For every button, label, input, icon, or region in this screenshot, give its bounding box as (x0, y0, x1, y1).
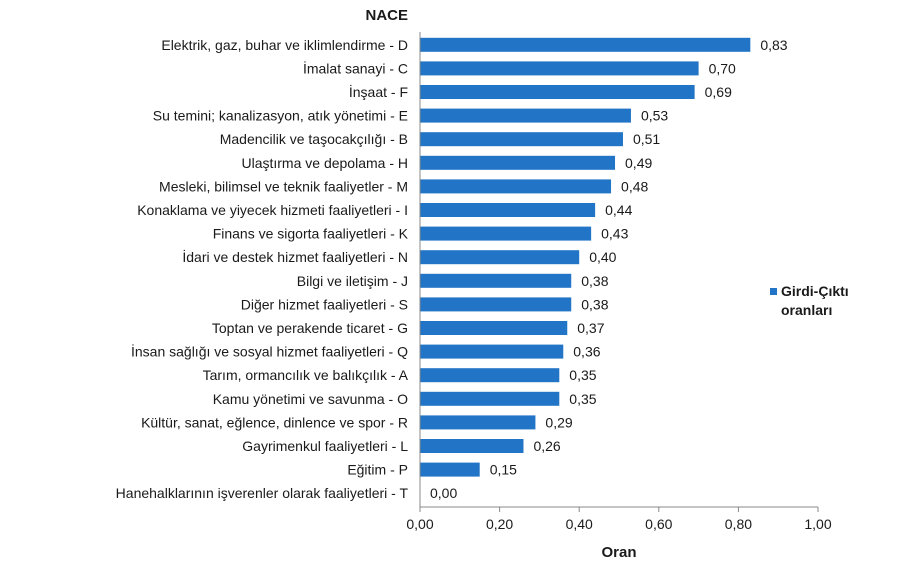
bar (420, 108, 631, 123)
data-label: 0,51 (633, 131, 660, 147)
legend-label-line1: Girdi-Çıktı (781, 283, 849, 299)
x-tick-label: 0,80 (725, 516, 752, 532)
data-label: 0,53 (641, 108, 668, 124)
category-label: Mesleki, bilimsel ve teknik faaliyetler … (159, 178, 408, 194)
legend-label-line2: oranları (781, 302, 832, 318)
bar (420, 203, 596, 217)
x-tick-label: 0,20 (486, 516, 513, 532)
data-label: 0,69 (705, 84, 732, 100)
bar (420, 391, 560, 406)
category-label: Eğitim - P (347, 462, 408, 478)
category-label: Elektrik, gaz, buhar ve iklimlendirme - … (161, 37, 408, 53)
bar (420, 37, 751, 52)
legend-swatch (770, 288, 777, 295)
x-tick-label: 0,60 (645, 516, 672, 532)
bar (420, 273, 572, 288)
data-label: 0,49 (625, 155, 652, 171)
data-label: 0,15 (490, 462, 517, 478)
data-label: 0,26 (533, 438, 560, 454)
data-label: 0,48 (621, 178, 648, 194)
category-label: İdari ve destek hizmet faaliyetleri - N (182, 248, 408, 265)
bar (420, 415, 536, 430)
data-label: 0,44 (605, 202, 632, 218)
category-label: Madencilik ve taşocakçılığı - B (220, 131, 408, 147)
x-tick-label: 0,40 (566, 516, 593, 532)
bar (420, 297, 572, 312)
category-label: Ulaştırma ve depolama - H (241, 155, 408, 171)
bar (420, 344, 564, 359)
category-label: Hanehalklarının işverenler olarak faaliy… (116, 485, 409, 501)
bar (420, 321, 568, 335)
x-tick-label: 1,00 (804, 516, 831, 532)
category-label: Bilgi ve iletişim - J (297, 273, 408, 289)
category-label: Kamu yönetimi ve savunma - O (213, 391, 408, 407)
category-label: Su temini; kanalizasyon, atık yönetimi -… (153, 108, 408, 124)
bar (420, 368, 560, 383)
data-label: 0,35 (569, 367, 596, 383)
bar (420, 462, 480, 477)
category-label: İmalat sanayi - C (303, 59, 408, 76)
data-label: 0,83 (760, 37, 787, 53)
bar (420, 439, 524, 453)
bar (420, 226, 592, 241)
y-axis-title: NACE (365, 7, 408, 24)
category-label: İnşaat - F (349, 83, 408, 100)
data-label: 0,70 (709, 60, 736, 76)
data-label: 0,36 (573, 344, 600, 360)
data-label: 0,35 (569, 391, 596, 407)
bar (420, 179, 612, 194)
bar (420, 61, 699, 76)
bar (420, 250, 580, 265)
data-label: 0,00 (430, 485, 457, 501)
data-label: 0,40 (589, 249, 616, 265)
data-label: 0,38 (581, 296, 608, 312)
data-label: 0,38 (581, 273, 608, 289)
bar (420, 85, 695, 99)
x-axis-title: Oran (601, 544, 636, 561)
bar (420, 155, 616, 170)
legend: Girdi-Çıktı oranları (770, 283, 849, 318)
category-label: Toptan ve perakende ticaret - G (212, 320, 408, 336)
category-label: Gayrimenkul faaliyetleri - L (242, 438, 408, 454)
data-label: 0,43 (601, 226, 628, 242)
category-label: Finans ve sigorta faaliyetleri - K (213, 226, 409, 242)
category-label: Diğer hizmet faaliyetleri - S (241, 296, 408, 312)
category-label: Kültür, sanat, eğlence, dinlence ve spor… (141, 414, 408, 430)
category-label: İnsan sağlığı ve sosyal hizmet faaliyetl… (131, 343, 408, 360)
category-label: Tarım, ormancılık ve balıkçılık - A (203, 367, 409, 383)
bar (420, 132, 623, 147)
category-label: Konaklama ve yiyecek hizmeti faaliyetler… (137, 202, 408, 218)
data-label: 0,29 (545, 414, 572, 430)
x-tick-label: 0,00 (406, 516, 433, 532)
data-label: 0,37 (577, 320, 604, 336)
